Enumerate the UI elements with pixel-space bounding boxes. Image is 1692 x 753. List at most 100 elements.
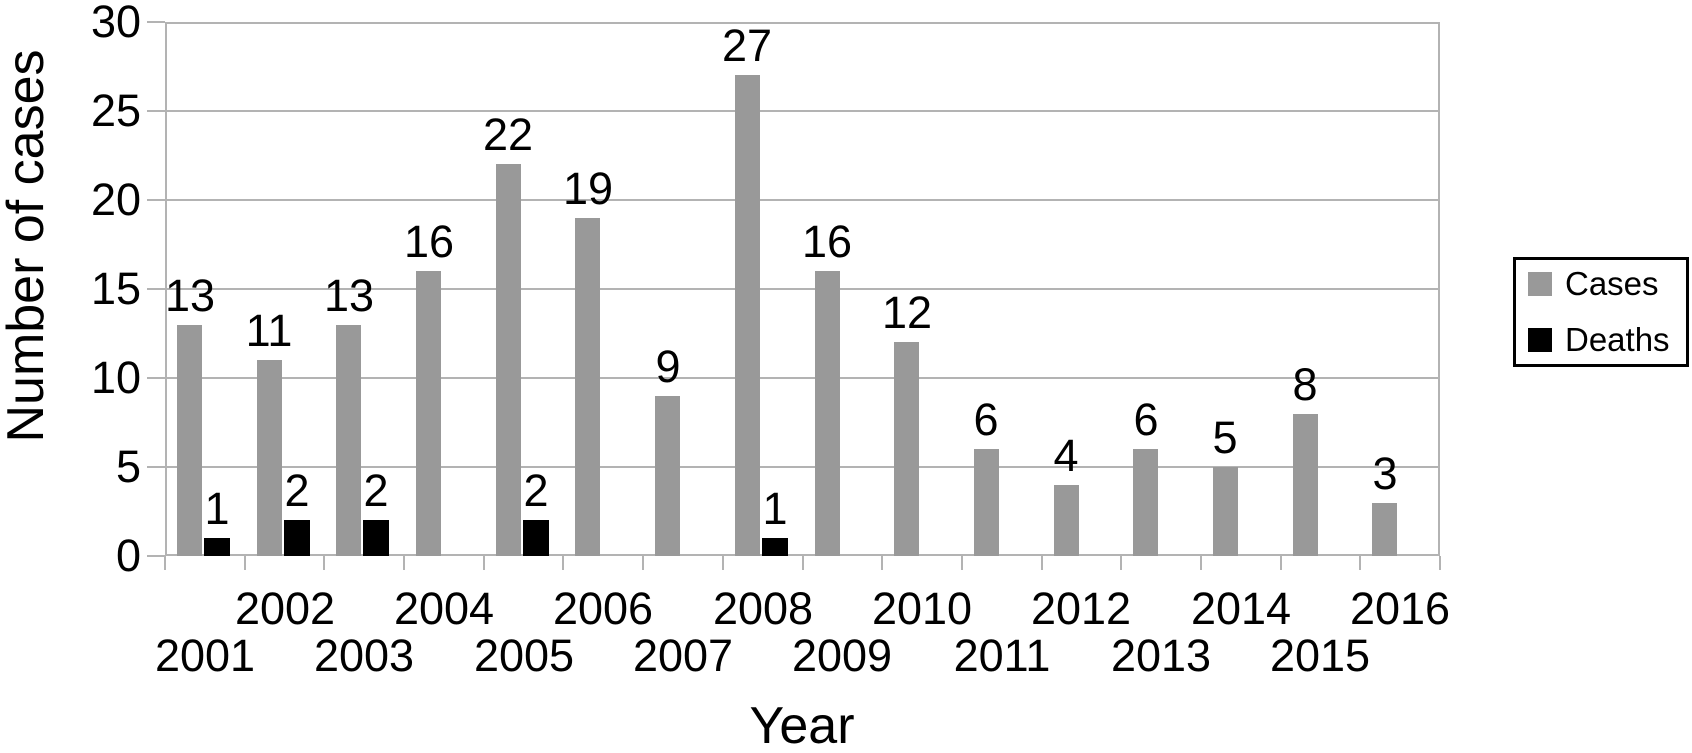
cases-value-label: 13 <box>323 270 375 321</box>
x-tick-label: 2014 <box>1190 583 1292 634</box>
cases-bar <box>1054 485 1079 556</box>
cases-value-label: 3 <box>1372 448 1398 499</box>
cases-bar <box>257 360 282 556</box>
y-tick-label: 5 <box>115 441 141 492</box>
x-tick-label: 2016 <box>1349 583 1451 634</box>
cases-bar <box>1293 414 1318 556</box>
cases-value-label: 5 <box>1212 412 1238 463</box>
x-axis-title: Year <box>749 697 855 753</box>
cases-bar <box>735 75 760 556</box>
x-axis-tick <box>1120 556 1122 570</box>
x-tick-label: 2006 <box>552 583 654 634</box>
deaths-bar <box>204 538 230 556</box>
cases-value-label: 27 <box>721 20 773 71</box>
x-axis-tick <box>562 556 564 570</box>
deaths-value-label: 2 <box>523 465 549 516</box>
legend-swatch-cases <box>1528 272 1552 296</box>
x-tick-label: 2004 <box>393 583 495 634</box>
gridline <box>165 377 1440 379</box>
x-axis-tick <box>1359 556 1361 570</box>
x-tick-label: 2002 <box>234 583 336 634</box>
x-tick-label: 2012 <box>1030 583 1132 634</box>
x-axis-tick <box>881 556 883 570</box>
y-axis-tick <box>147 466 165 468</box>
x-tick-label: 2001 <box>154 630 256 681</box>
gridline <box>165 110 1440 112</box>
gridline <box>165 288 1440 290</box>
legend-item-deaths: Deaths <box>1528 323 1686 357</box>
deaths-value-label: 2 <box>363 465 389 516</box>
y-tick-label: 20 <box>90 174 141 225</box>
legend-swatch-deaths <box>1528 328 1552 352</box>
deaths-value-label: 1 <box>762 483 788 534</box>
cases-bar <box>815 271 840 556</box>
cases-value-label: 16 <box>801 216 853 267</box>
cases-value-label: 16 <box>403 216 455 267</box>
cases-value-label: 6 <box>973 394 999 445</box>
y-tick-label: 25 <box>90 85 141 136</box>
y-axis-tick <box>147 288 165 290</box>
x-tick-label: 2005 <box>473 630 575 681</box>
legend-label-deaths: Deaths <box>1565 321 1670 358</box>
x-axis-tick <box>323 556 325 570</box>
legend-item-cases: Cases <box>1528 267 1686 301</box>
cases-value-label: 6 <box>1133 394 1159 445</box>
cases-value-label: 13 <box>164 270 216 321</box>
y-axis-tick <box>147 377 165 379</box>
x-tick-label: 2010 <box>871 583 973 634</box>
cases-bar <box>1213 467 1238 556</box>
gridline <box>165 199 1440 201</box>
x-axis-tick <box>244 556 246 570</box>
x-tick-label: 2008 <box>712 583 814 634</box>
x-axis-tick <box>961 556 963 570</box>
deaths-value-label: 1 <box>204 483 230 534</box>
y-axis-tick <box>147 21 165 23</box>
gridline <box>165 466 1440 468</box>
x-axis-tick <box>1439 556 1441 570</box>
cases-bar <box>575 218 600 556</box>
cases-bar <box>336 325 361 556</box>
y-axis-tick <box>147 110 165 112</box>
cases-value-label: 8 <box>1292 359 1318 410</box>
cases-value-label: 12 <box>881 287 933 338</box>
cases-value-label: 22 <box>482 109 534 160</box>
deaths-bar <box>363 520 389 556</box>
y-axis-tick <box>147 199 165 201</box>
x-tick-label: 2015 <box>1269 630 1371 681</box>
deaths-value-label: 2 <box>284 465 310 516</box>
cases-bar <box>894 342 919 556</box>
cases-bar <box>655 396 680 556</box>
cases-value-label: 4 <box>1053 430 1079 481</box>
y-tick-label: 10 <box>90 352 141 403</box>
cases-value-label: 11 <box>245 305 293 356</box>
cases-value-label: 19 <box>562 163 614 214</box>
x-axis-tick <box>164 556 166 570</box>
cases-bar <box>1133 449 1158 556</box>
x-axis-tick <box>1280 556 1282 570</box>
x-tick-label: 2007 <box>632 630 734 681</box>
cases-value-label: 9 <box>655 341 681 392</box>
x-axis-tick <box>1041 556 1043 570</box>
x-axis-tick <box>1200 556 1202 570</box>
cases-bar <box>177 325 202 556</box>
cases-bar <box>416 271 441 556</box>
x-tick-label: 2013 <box>1110 630 1212 681</box>
y-tick-label: 30 <box>90 0 141 47</box>
x-axis-tick <box>483 556 485 570</box>
x-axis-tick <box>802 556 804 570</box>
x-tick-label: 2011 <box>953 630 1051 681</box>
y-axis-tick <box>147 555 165 557</box>
x-axis-tick <box>403 556 405 570</box>
x-tick-label: 2009 <box>791 630 893 681</box>
cases-bar <box>496 164 521 556</box>
deaths-bar <box>762 538 788 556</box>
legend-label-cases: Cases <box>1565 265 1659 302</box>
cases-bar <box>974 449 999 556</box>
cases-bar <box>1372 503 1397 556</box>
x-axis-tick <box>722 556 724 570</box>
x-axis-tick <box>642 556 644 570</box>
legend: Cases Deaths <box>1513 257 1689 367</box>
y-tick-label: 0 <box>115 530 141 581</box>
deaths-bar <box>523 520 549 556</box>
